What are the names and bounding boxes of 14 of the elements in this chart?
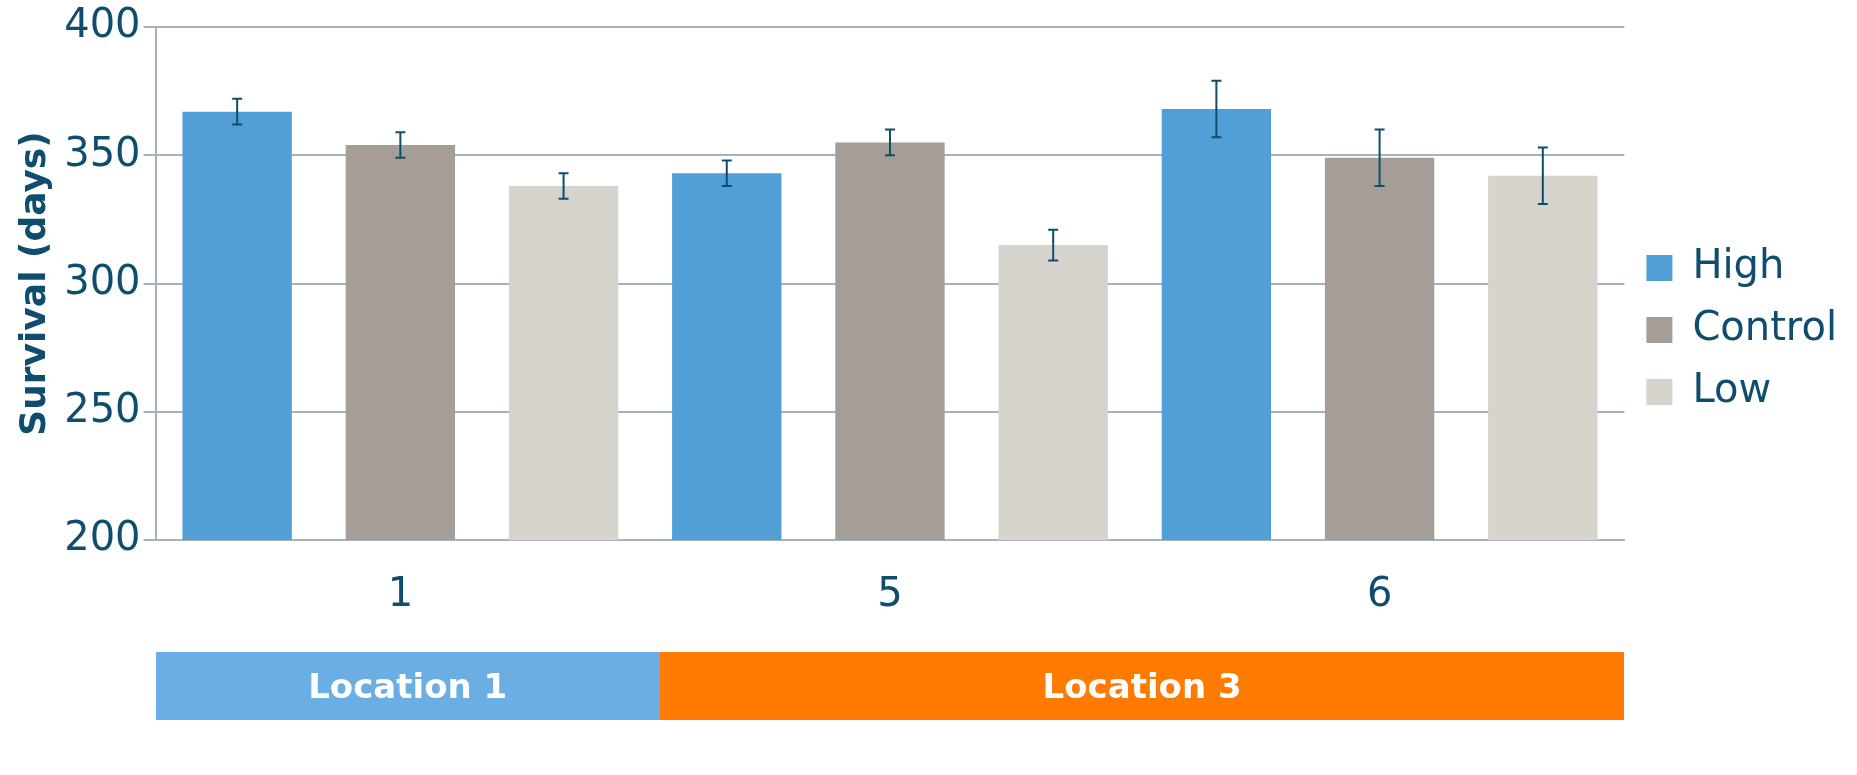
y-axis-title: Survival (days): [11, 131, 53, 436]
x-tick-label: 6: [1366, 569, 1393, 616]
legend-label: Control: [1692, 303, 1837, 350]
y-tick-label: 350: [64, 128, 141, 175]
y-tick-label: 400: [64, 0, 141, 47]
y-tick-label: 250: [64, 385, 141, 432]
legend-label: High: [1692, 241, 1785, 288]
y-tick-label: 300: [64, 256, 141, 303]
text: Location 3: [659, 652, 1625, 720]
text: Location 1: [155, 652, 660, 720]
y-tick-label: 200: [64, 513, 141, 560]
x-tick-label: 5: [877, 569, 903, 616]
legend-label: Low: [1692, 365, 1772, 412]
x-tick-label: 1: [387, 569, 414, 616]
